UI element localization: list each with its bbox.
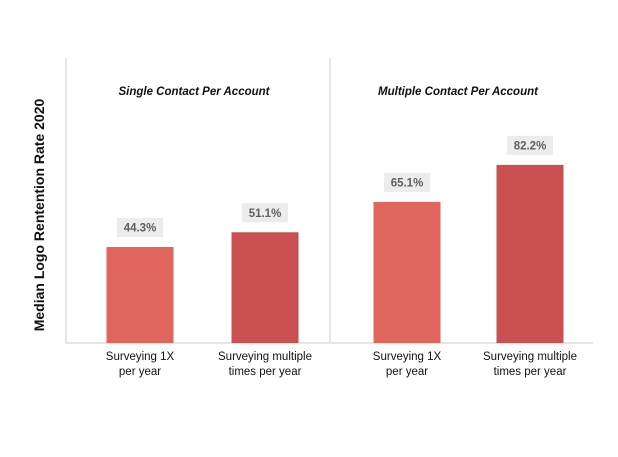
- bar: [106, 247, 174, 343]
- x-tick-label: Surveying multiple: [218, 351, 312, 363]
- data-label-background: [117, 218, 163, 237]
- data-label: 51.1%: [249, 208, 282, 220]
- x-tick-label: Surveying 1X: [373, 351, 442, 363]
- bar: [496, 164, 564, 343]
- bar-group: Multiple Contact Per Account 65.1% Surveyi…: [373, 86, 577, 378]
- x-tick-label: times per year: [494, 366, 567, 378]
- group-title: Single Contact Per Account: [118, 86, 270, 98]
- bar: [373, 201, 441, 343]
- bar-group: Single Contact Per Account 44.3% Surveying…: [106, 86, 312, 378]
- x-tick-label: per year: [386, 366, 428, 378]
- data-label-background: [242, 203, 288, 223]
- x-tick-label: per year: [119, 366, 161, 378]
- group-title: Multiple Contact Per Account: [378, 86, 539, 98]
- data-label: 44.3%: [124, 223, 157, 235]
- bar: [231, 232, 299, 343]
- chart-groups: Single Contact Per Account 44.3% Surveying…: [106, 86, 577, 378]
- data-label: 82.2%: [514, 140, 547, 152]
- data-label: 65.1%: [391, 177, 424, 189]
- x-tick-label: Surveying 1X: [106, 351, 175, 363]
- x-tick-label: Surveying multiple: [483, 351, 577, 363]
- data-label-background: [507, 135, 553, 155]
- y-axis-label: Median Logo Rentention Rate 2020: [31, 98, 47, 331]
- x-tick-label: times per year: [229, 366, 302, 378]
- data-label-background: [384, 172, 430, 192]
